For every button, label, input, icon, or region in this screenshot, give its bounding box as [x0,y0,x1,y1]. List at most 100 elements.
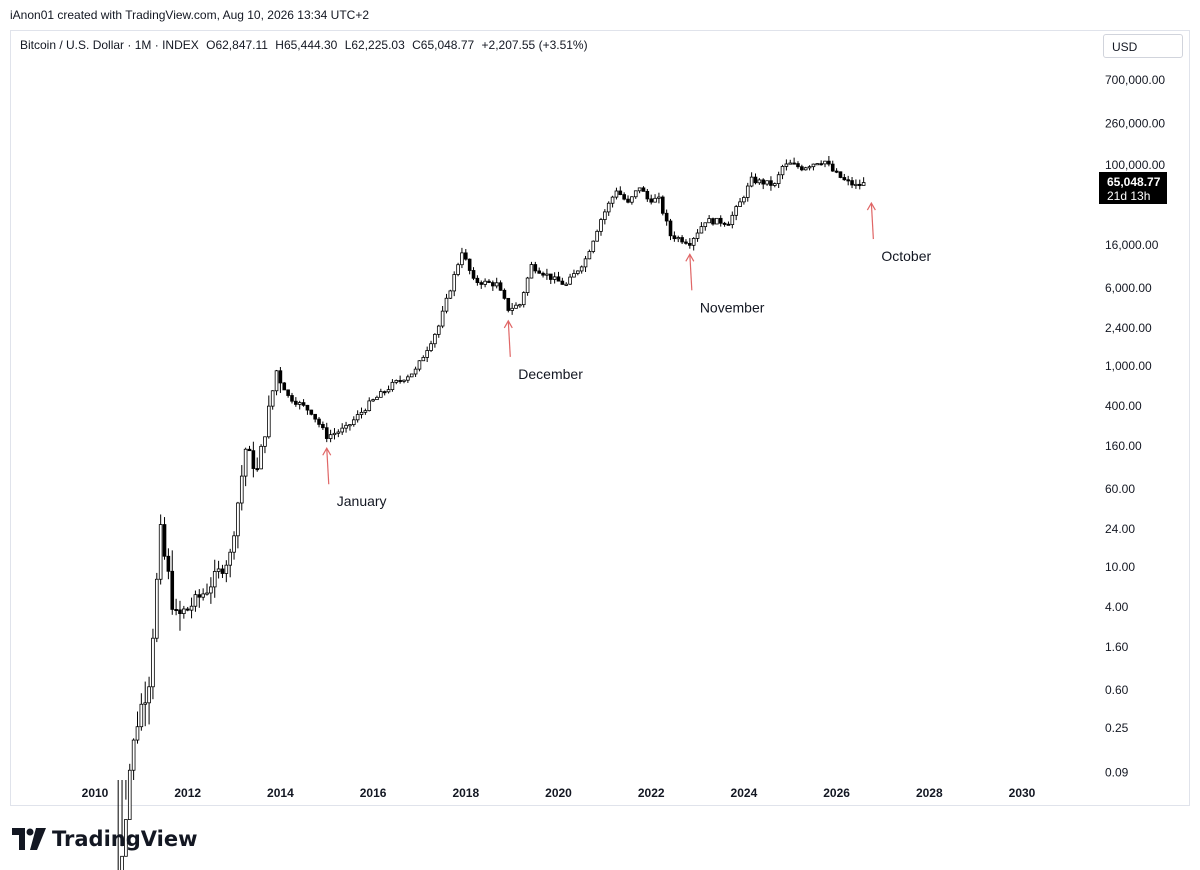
candle [185,606,190,612]
candle [216,560,221,579]
candle [491,280,495,291]
annotation-arrowhead [322,447,332,456]
candle [297,400,302,410]
candle [467,258,472,275]
candle [761,178,766,190]
x-tick-label: 2020 [545,786,572,800]
candle [827,155,831,167]
candle [239,465,244,511]
candle [792,157,796,165]
candle [811,163,816,171]
candle [139,693,144,731]
candle [749,172,754,188]
candle [348,424,352,431]
candle [267,395,271,439]
candle [212,559,217,598]
symbol-legend: Bitcoin / U.S. Dollar · 1M · INDEX O62,8… [20,38,588,52]
x-tick-label: 2018 [452,786,479,800]
candle [834,168,839,174]
currency-button[interactable]: USD [1103,34,1183,58]
candle [421,355,426,362]
candle [382,390,387,396]
x-tick-label: 2010 [82,786,109,800]
annotations-layer: January December November October [322,201,932,509]
candle [294,397,298,407]
candle [587,249,592,260]
legend-interval[interactable]: 1M [134,38,152,52]
candle [703,222,708,231]
candle [220,564,225,579]
candle [595,229,599,242]
candle [205,583,209,596]
annotation-arrowhead [685,253,695,262]
legend-open: O62,847.11 [206,38,268,52]
candle [784,159,789,171]
candle [633,190,638,199]
annotation-label: November [700,299,765,315]
annotation-arrow [689,254,693,291]
candle [124,780,128,857]
candle [745,182,750,202]
candle [564,282,569,287]
candle [170,550,175,615]
candle [328,429,333,443]
candle [757,178,762,185]
candle [514,302,518,309]
candle [355,410,360,423]
candle [718,215,723,227]
candle [556,271,561,282]
annotation-label: October [881,248,931,264]
candle [606,201,611,216]
legend-change: +2,207.55 (+3.51%) [481,38,588,52]
annotation-december: December [503,319,583,382]
candle [425,346,429,363]
candle [830,160,835,172]
annotation-arrow [870,203,874,240]
annotation-arrow [326,448,330,485]
candle [344,421,348,433]
y-tick-label: 6,000.00 [1105,281,1152,295]
candle [332,428,337,440]
candle [676,235,681,243]
candle [278,367,283,393]
candle [803,166,808,171]
candle [857,179,862,190]
candle [518,303,522,308]
candle [290,392,294,404]
candle [572,269,576,278]
candle [182,605,186,619]
chart-attribution: iAnon01 created with TradingView.com, Au… [10,8,370,22]
candle [209,577,213,604]
candle [838,171,843,179]
annotation-arrow [507,320,511,357]
candle [270,390,275,410]
candle [394,379,399,385]
candle [340,423,344,435]
candle [448,289,453,299]
candle [375,395,379,401]
y-tick-label: 60.00 [1105,482,1135,496]
candle [502,288,507,300]
candle [664,209,669,226]
legend-symbol[interactable]: Bitcoin / U.S. Dollar [20,38,125,52]
x-tick-label: 2012 [174,786,201,800]
candle [846,175,850,186]
candle [699,222,704,234]
candle [695,229,700,242]
y-tick-label: 2,400.00 [1105,321,1152,335]
candle [135,711,140,744]
candle [657,192,661,204]
annotation-arrowhead [866,201,876,211]
candle [413,366,418,377]
candle [301,399,306,407]
candle [552,272,557,284]
x-tick-label: 2022 [638,786,665,800]
candle [529,261,534,279]
candle [367,397,372,412]
candle [800,164,804,172]
candle [753,173,758,185]
candle [734,204,738,221]
candle [776,171,781,189]
tradingview-logo[interactable]: TradingView [12,826,197,852]
